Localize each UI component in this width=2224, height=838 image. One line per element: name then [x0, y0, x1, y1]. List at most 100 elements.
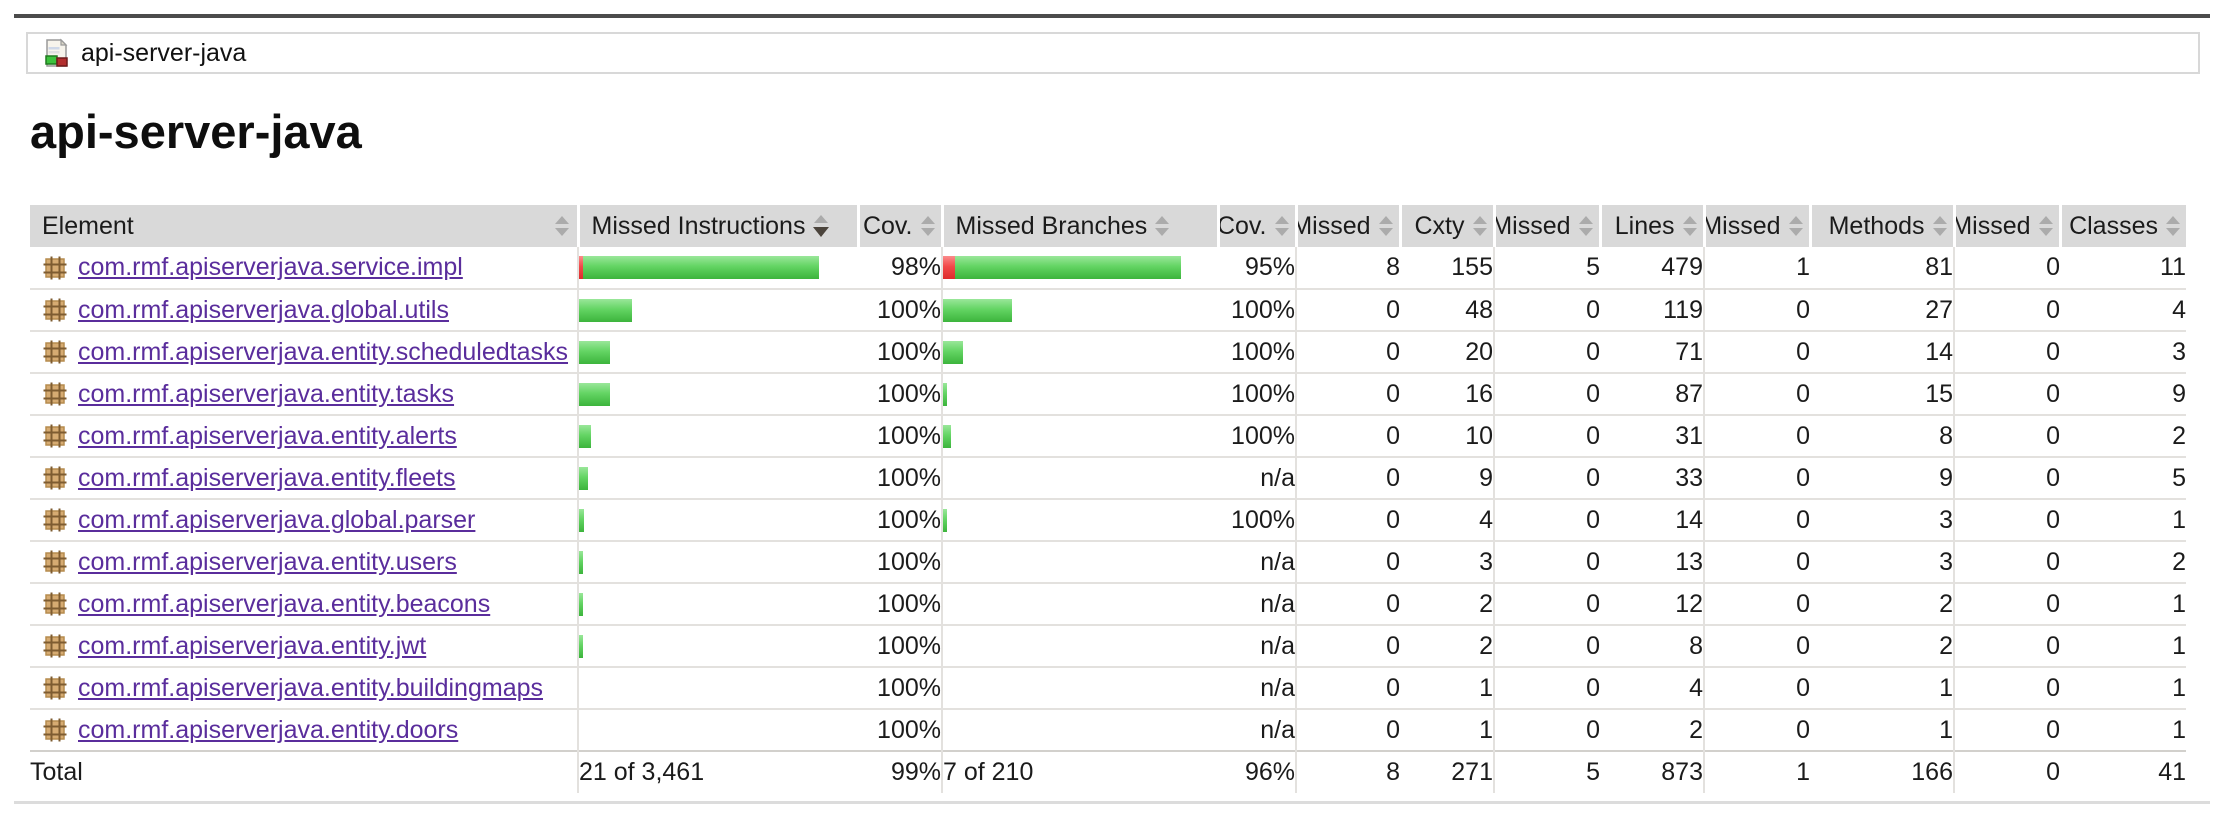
package-link[interactable]: com.rmf.apiserverjava.global.utils	[78, 295, 449, 324]
total-missed-instructions: 21 of 3,461	[577, 750, 858, 793]
column-header-missed-11[interactable]: Missed	[1954, 205, 2062, 247]
package-icon	[40, 463, 70, 493]
total-missed-lines: 5	[1493, 750, 1600, 793]
lines: 13	[1600, 541, 1704, 584]
column-header-label: Missed Branches	[955, 211, 1148, 240]
column-header-cov--2[interactable]: Cov.	[858, 205, 944, 247]
package-link[interactable]: com.rmf.apiserverjava.entity.users	[78, 547, 457, 576]
missed-branches-cell	[941, 541, 1218, 584]
column-header-classes-12[interactable]: Classes	[2060, 205, 2186, 247]
branches-coverage-percent: 100%	[1218, 499, 1296, 542]
package-link[interactable]: com.rmf.apiserverjava.service.impl	[78, 253, 463, 281]
instructions-coverage-bar	[580, 719, 858, 742]
sort-indicator-icon[interactable]	[554, 216, 569, 236]
element-cell: com.rmf.apiserverjava.global.utils	[30, 289, 578, 332]
column-header-label: Cov.	[1218, 211, 1267, 240]
package-row: com.rmf.apiserverjava.entity.fleets 100% n…	[30, 457, 2186, 500]
missed-lines: 0	[1493, 709, 1600, 751]
sort-indicator-icon[interactable]	[1932, 216, 1947, 236]
lines: 8	[1600, 625, 1704, 668]
classes: 3	[2060, 331, 2186, 374]
column-header-missed-instructions-1[interactable]: Missed Instructions	[578, 205, 860, 247]
missed-instructions-cell	[577, 583, 858, 626]
package-link[interactable]: com.rmf.apiserverjava.entity.doors	[78, 715, 459, 744]
sort-indicator-icon[interactable]	[920, 216, 935, 236]
total-missed-cxty: 8	[1295, 750, 1400, 793]
sort-indicator-icon[interactable]	[2166, 216, 2180, 236]
missed-methods: 0	[1703, 667, 1810, 710]
sort-indicator-icon[interactable]	[1378, 216, 1393, 236]
missed-cxty: 0	[1295, 499, 1400, 542]
column-header-missed-7[interactable]: Missed	[1494, 205, 1602, 247]
instructions-coverage-bar	[580, 382, 858, 406]
total-branches-coverage: 96%	[1218, 750, 1296, 793]
column-header-cxty-6[interactable]: Cxty	[1400, 205, 1496, 247]
breadcrumb-item-current: api-server-java	[81, 38, 247, 67]
column-header-label: Cxty	[1414, 211, 1465, 240]
branches-coverage-bar	[944, 508, 1218, 532]
sort-indicator-active-icon[interactable]	[813, 215, 830, 237]
package-row: com.rmf.apiserverjava.service.impl 98% 95%…	[30, 247, 2186, 290]
methods: 2	[1810, 583, 1954, 626]
column-header-missed-5[interactable]: Missed	[1296, 205, 1402, 247]
column-header-methods-10[interactable]: Methods	[1810, 205, 1956, 247]
cxty: 10	[1400, 415, 1494, 458]
covered-bar-segment	[580, 634, 583, 658]
missed-instructions-cell	[577, 373, 858, 416]
sort-indicator-icon[interactable]	[1788, 216, 1803, 236]
cxty: 3	[1400, 541, 1494, 584]
branches-coverage-bar	[944, 467, 1218, 490]
package-link[interactable]: com.rmf.apiserverjava.entity.alerts	[78, 421, 457, 450]
instructions-coverage-bar	[580, 298, 858, 322]
cxty: 1	[1479, 715, 1493, 744]
methods: 2	[1810, 625, 1954, 668]
missed-lines: 0	[1493, 667, 1600, 710]
column-header-element-0[interactable]: Element	[30, 205, 580, 247]
missed-branches-cell	[941, 709, 1218, 751]
column-header-missed-branches-3[interactable]: Missed Branches	[942, 205, 1220, 247]
package-link[interactable]: com.rmf.apiserverjava.entity.scheduledta…	[78, 337, 569, 366]
sort-indicator-icon[interactable]	[2038, 216, 2053, 236]
package-link[interactable]: com.rmf.apiserverjava.entity.beacons	[78, 589, 491, 618]
sort-indicator-icon[interactable]	[1274, 216, 1289, 236]
footer-divider	[14, 801, 2210, 804]
instructions-coverage-bar	[580, 508, 858, 532]
classes: 5	[2060, 457, 2186, 500]
column-header-missed-9[interactable]: Missed	[1704, 205, 1812, 247]
missed-lines: 0	[1493, 541, 1600, 584]
sort-indicator-icon[interactable]	[1578, 216, 1593, 236]
methods: 15	[1810, 373, 1954, 416]
package-link[interactable]: com.rmf.apiserverjava.global.parser	[78, 505, 476, 534]
column-header-label: Classes	[2069, 211, 2158, 240]
sort-indicator-icon[interactable]	[1682, 216, 1697, 236]
covered-bar-segment	[944, 382, 947, 406]
missed-cxty: 8	[1295, 247, 1400, 290]
sort-indicator-icon[interactable]	[1155, 216, 1170, 236]
branches-coverage-bar	[944, 382, 1218, 406]
package-icon	[40, 589, 70, 619]
instructions-coverage-percent: 100%	[858, 541, 942, 584]
total-instructions-coverage: 99%	[858, 750, 942, 793]
methods: 9	[1810, 457, 1954, 500]
package-row: com.rmf.apiserverjava.entity.users 100% n/…	[30, 541, 2186, 584]
instructions-coverage-percent: 100%	[858, 667, 942, 710]
cxty: 48	[1400, 289, 1494, 332]
sort-indicator-icon[interactable]	[1472, 216, 1487, 236]
column-header-label: Missed	[1954, 211, 2031, 240]
package-link[interactable]: com.rmf.apiserverjava.entity.fleets	[78, 463, 456, 492]
branches-coverage-percent: 100%	[1218, 373, 1296, 416]
missed-cxty: 0	[1295, 583, 1400, 626]
column-header-lines-8[interactable]: Lines	[1600, 205, 1706, 247]
branches-coverage-percent: n/a	[1218, 541, 1296, 584]
missed-instructions-cell	[577, 709, 858, 751]
missed-classes: 0	[1953, 373, 2060, 416]
package-link[interactable]: com.rmf.apiserverjava.entity.tasks	[78, 379, 455, 408]
instructions-coverage-bar	[580, 340, 858, 364]
missed-cxty: 0	[1295, 331, 1400, 374]
package-link[interactable]: com.rmf.apiserverjava.entity.buildingmap…	[78, 673, 544, 702]
element-cell: com.rmf.apiserverjava.entity.scheduledta…	[30, 331, 578, 374]
breadcrumb: api-server-java	[26, 32, 2200, 74]
methods: 3	[1810, 541, 1954, 584]
package-link[interactable]: com.rmf.apiserverjava.entity.jwt	[78, 631, 427, 660]
column-header-cov--4[interactable]: Cov.	[1218, 205, 1298, 247]
